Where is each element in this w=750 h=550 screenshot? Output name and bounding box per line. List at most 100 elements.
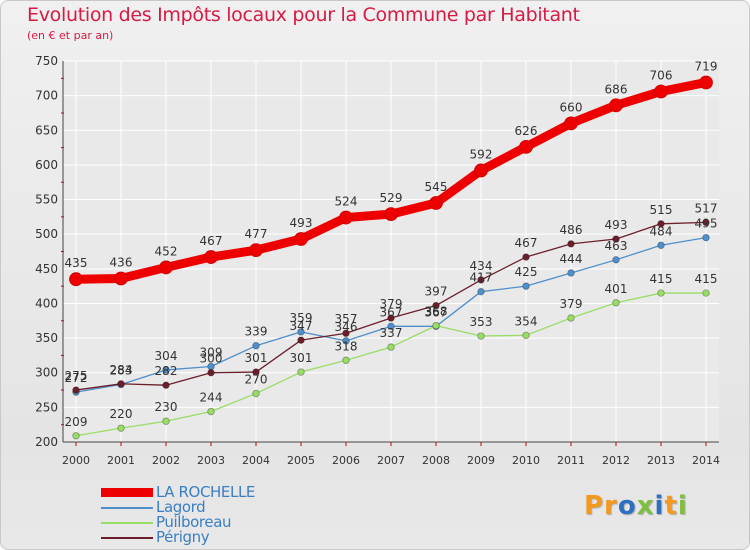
data-point	[387, 343, 395, 351]
y-tick-label: 650	[35, 123, 58, 137]
data-label: 524	[335, 195, 358, 209]
x-tick-label: 2011	[557, 454, 585, 467]
data-label: 220	[110, 407, 133, 421]
data-label: 425	[515, 265, 538, 279]
data-point	[117, 424, 125, 432]
data-point	[564, 116, 578, 131]
data-point	[522, 282, 530, 290]
data-point	[567, 269, 575, 277]
data-label: 379	[560, 297, 583, 311]
data-label: 706	[650, 68, 673, 82]
data-label: 686	[605, 82, 628, 96]
data-label: 272	[65, 371, 88, 385]
y-tick-label: 700	[35, 89, 58, 103]
legend-item-perigny: Périgny	[101, 529, 321, 545]
y-tick-label: 450	[35, 262, 58, 276]
data-point	[657, 220, 665, 228]
data-label: 359	[290, 311, 313, 325]
data-label: 283	[110, 364, 133, 378]
data-label: 529	[380, 191, 403, 205]
data-point	[432, 321, 440, 330]
data-label: 301	[290, 351, 313, 365]
data-point	[249, 243, 263, 258]
data-label: 545	[425, 180, 448, 194]
data-label: 318	[335, 339, 358, 353]
x-tick-label: 2010	[512, 454, 540, 467]
data-label: 435	[65, 256, 88, 270]
data-point	[117, 380, 125, 388]
data-point	[702, 233, 710, 242]
data-label: 463	[605, 239, 628, 253]
data-point	[294, 232, 308, 246]
x-tick-label: 2006	[332, 454, 360, 467]
data-point	[339, 210, 353, 225]
data-label: 434	[470, 259, 493, 273]
data-point	[342, 337, 350, 345]
data-point	[252, 368, 260, 376]
data-point	[342, 356, 350, 364]
data-label: 486	[560, 223, 583, 237]
x-tick-label: 2012	[602, 454, 630, 467]
data-label: 415	[650, 272, 673, 286]
x-tick-label: 2005	[287, 454, 315, 467]
data-point	[519, 139, 533, 154]
data-label: 353	[470, 315, 493, 329]
y-tick-label: 550	[35, 193, 58, 207]
data-point	[114, 271, 128, 286]
data-label: 417	[470, 271, 493, 285]
data-label: 354	[515, 314, 538, 328]
data-point	[252, 342, 260, 350]
legend-item-lagord: Lagord	[101, 498, 321, 516]
data-label: 347	[290, 319, 313, 333]
data-point	[567, 314, 575, 322]
data-label: 484	[650, 224, 673, 238]
legend-swatch	[101, 507, 153, 509]
legend: LA ROCHELLE Lagord Puilboreau Périgny	[101, 484, 321, 545]
data-point	[162, 381, 170, 389]
data-label: 444	[560, 252, 583, 266]
x-tick-label: 2008	[422, 454, 450, 467]
proxiti-logo: Proxiti	[584, 491, 688, 521]
data-point	[522, 331, 530, 340]
data-point	[612, 299, 620, 307]
data-point	[162, 417, 170, 425]
data-label: 367	[380, 305, 403, 319]
y-tick-label: 750	[35, 54, 58, 68]
data-point	[207, 369, 215, 377]
data-point	[297, 328, 305, 336]
data-label: 452	[155, 244, 178, 258]
data-label: 346	[335, 320, 358, 334]
x-tick-label: 2007	[377, 454, 405, 467]
x-tick-label: 2009	[467, 454, 495, 467]
data-point	[72, 386, 80, 394]
data-point	[297, 336, 305, 344]
data-label: 337	[380, 326, 403, 340]
data-point	[477, 276, 485, 284]
data-point	[72, 432, 80, 440]
data-label: 304	[155, 349, 178, 363]
data-point	[429, 196, 443, 210]
data-point	[477, 287, 485, 296]
data-point	[162, 366, 170, 374]
legend-swatch	[101, 522, 153, 524]
data-point	[657, 289, 665, 297]
legend-label: Lagord	[156, 498, 206, 516]
data-point	[207, 407, 215, 416]
data-label: 493	[605, 218, 628, 232]
data-label: 660	[560, 100, 583, 114]
data-point	[297, 368, 305, 376]
data-point	[657, 241, 665, 249]
data-point	[702, 289, 710, 297]
y-tick-label: 500	[35, 227, 58, 241]
data-label: 495	[695, 217, 718, 231]
y-tick-label: 400	[35, 296, 58, 310]
data-point	[654, 84, 668, 99]
data-label: 436	[110, 256, 133, 270]
y-tick-label: 600	[35, 158, 58, 172]
data-label: 517	[695, 201, 718, 215]
data-point	[522, 253, 530, 261]
data-label: 379	[380, 297, 403, 311]
data-label: 719	[695, 59, 718, 73]
